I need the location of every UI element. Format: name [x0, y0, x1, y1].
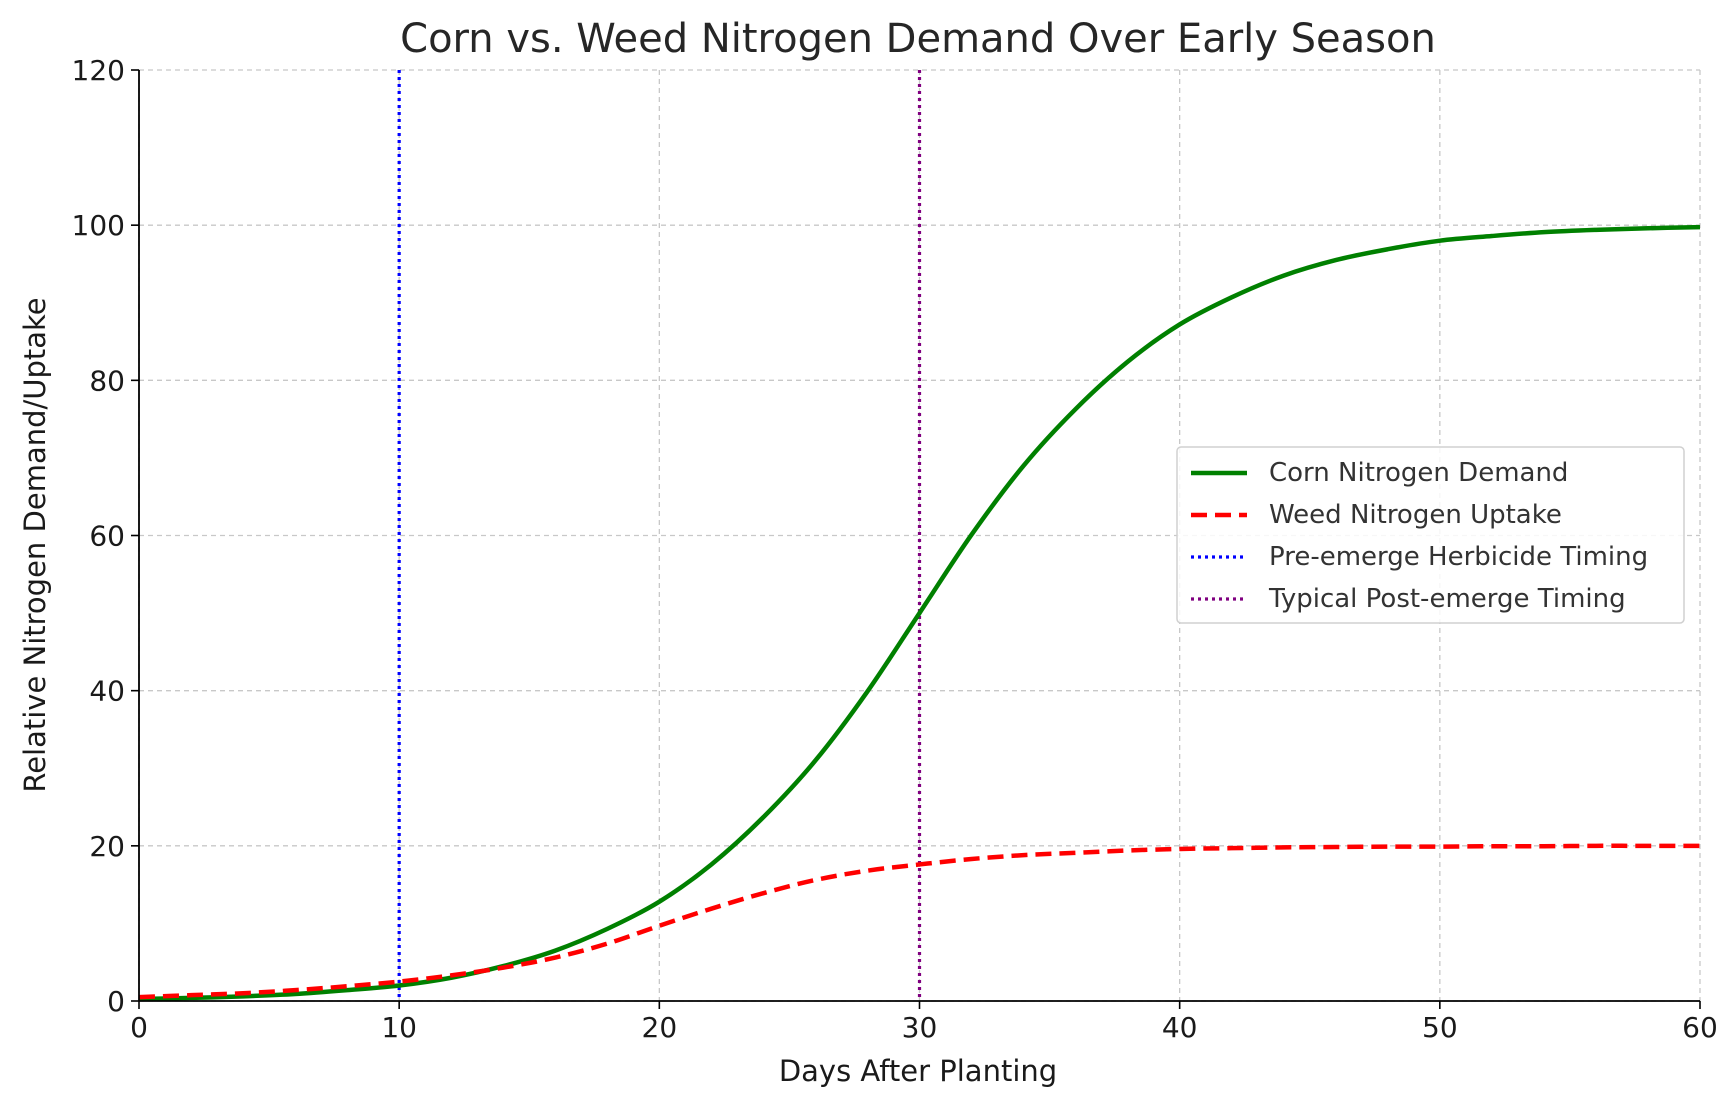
- x-tick-label: 10: [381, 1011, 417, 1044]
- x-tick-label: 50: [1422, 1011, 1458, 1044]
- legend-label: Corn Nitrogen Demand: [1269, 458, 1568, 488]
- legend: Corn Nitrogen Demand Weed Nitrogen Uptake…: [1176, 446, 1685, 624]
- legend-label: Typical Post-emerge Timing: [1268, 584, 1626, 614]
- y-axis-label: Relative Nitrogen Demand/Uptake: [18, 297, 52, 792]
- x-tick-label: 0: [130, 1011, 148, 1044]
- x-tick-label: 60: [1682, 1011, 1718, 1044]
- y-tick-label: 80: [89, 364, 125, 397]
- y-tick-label: 60: [89, 520, 125, 553]
- y-tick-label: 0: [107, 985, 125, 1018]
- legend-box: [1176, 446, 1685, 624]
- x-tick-label: 40: [1162, 1011, 1198, 1044]
- series-lines: [138, 224, 1701, 1002]
- y-tick-label: 100: [72, 209, 125, 242]
- ticks: 0 10 20 30 40 50 60 0 20 40 60 80 100 120: [72, 54, 1718, 1044]
- y-tick-label: 40: [89, 675, 125, 708]
- x-axis-label: Days After Planting: [779, 1054, 1057, 1088]
- vertical-lines: [397, 70, 922, 1001]
- x-tick-label: 30: [902, 1011, 938, 1044]
- legend-label: Pre-emerge Herbicide Timing: [1269, 542, 1648, 572]
- y-tick-label: 20: [89, 830, 125, 863]
- series-line: [138, 224, 1701, 1002]
- x-tick-label: 20: [642, 1011, 678, 1044]
- chart-title: Corn vs. Weed Nitrogen Demand Over Early…: [400, 16, 1436, 62]
- series-line: [138, 843, 1700, 1000]
- y-tick-label: 120: [72, 54, 125, 87]
- legend-label: Weed Nitrogen Uptake: [1269, 500, 1562, 530]
